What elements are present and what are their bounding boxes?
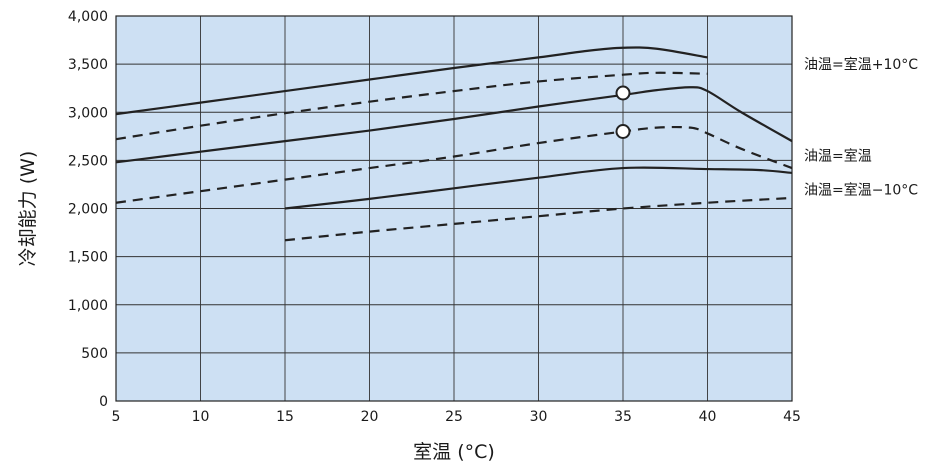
series-line-solid bbox=[115, 86, 793, 164]
y-tick-label: 0 bbox=[99, 394, 108, 410]
legend-label: 油温=室温 bbox=[804, 148, 872, 165]
x-tick-label: 10 bbox=[192, 409, 210, 425]
x-tick-labels: 5 10 15 20 25 30 35 40 45 bbox=[112, 409, 801, 425]
series-line-dashed bbox=[115, 125, 793, 204]
markers bbox=[615, 85, 631, 139]
y-tick-label: 4,000 bbox=[68, 9, 108, 25]
y-tick-label: 2,500 bbox=[68, 153, 108, 169]
y-tick-label: 1,500 bbox=[68, 250, 108, 266]
y-tick-label: 2,000 bbox=[68, 202, 108, 218]
series-line-solid bbox=[115, 46, 708, 116]
y-tick-label: 500 bbox=[81, 346, 108, 362]
y-tick-label: 1,000 bbox=[68, 298, 108, 314]
x-tick-label: 45 bbox=[783, 409, 801, 425]
x-tick-label: 15 bbox=[276, 409, 294, 425]
x-tick-label: 25 bbox=[445, 409, 463, 425]
x-tick-label: 5 bbox=[112, 409, 121, 425]
series-lines bbox=[115, 46, 793, 242]
plot-frame bbox=[115, 15, 793, 402]
x-tick-label: 40 bbox=[699, 409, 717, 425]
open-circle-marker bbox=[615, 124, 631, 139]
x-tick-label: 20 bbox=[361, 409, 379, 425]
legend-label: 油温=室温−10°C bbox=[804, 181, 918, 198]
y-tick-label: 3,500 bbox=[68, 57, 108, 73]
y-axis-label: 冷却能力 (W) bbox=[17, 151, 39, 267]
series-line-solid bbox=[284, 166, 793, 210]
y-tick-label: 3,000 bbox=[68, 105, 108, 121]
open-circle-marker bbox=[615, 85, 631, 101]
legend-label: 油温=室温+10°C bbox=[804, 56, 918, 73]
series-line-dashed bbox=[115, 71, 708, 141]
y-tick-labels: 0 500 1,000 1,500 2,000 2,500 3,000 3,500 4,000 bbox=[68, 9, 108, 410]
x-tick-label: 30 bbox=[530, 409, 548, 425]
x-tick-label: 35 bbox=[614, 409, 632, 425]
x-axis-label: 室温 (°C) bbox=[413, 441, 495, 463]
